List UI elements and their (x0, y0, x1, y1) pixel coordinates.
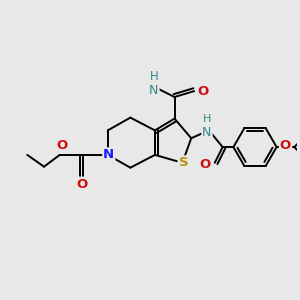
Text: N: N (103, 148, 114, 161)
Text: H: H (203, 114, 211, 124)
Text: O: O (77, 178, 88, 191)
Text: O: O (199, 158, 211, 171)
Text: S: S (178, 156, 188, 169)
Text: N: N (149, 84, 159, 97)
Text: O: O (56, 139, 67, 152)
Text: N: N (202, 126, 212, 139)
Text: O: O (280, 139, 291, 152)
Text: H: H (150, 70, 158, 83)
Text: O: O (197, 85, 208, 98)
